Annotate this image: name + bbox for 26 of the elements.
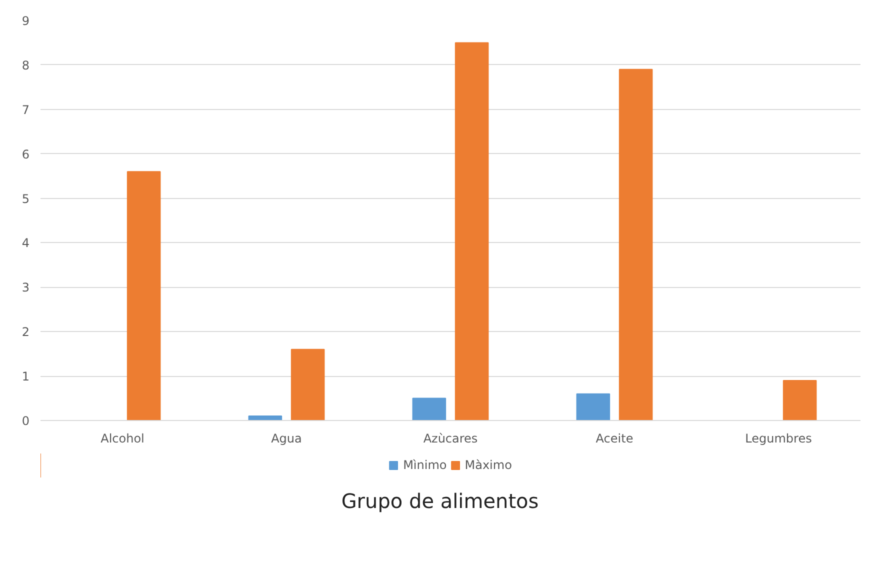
x-axis-title: Grupo de alimentos	[341, 488, 539, 515]
x-tick-label: Aceite	[596, 432, 634, 446]
y-tick-label: 9	[22, 14, 30, 28]
x-tick-label: Azùcares	[423, 432, 478, 446]
y-tick-label: 4	[22, 236, 30, 250]
y-tick-label: 2	[22, 325, 30, 340]
y-tick-label: 1	[22, 370, 30, 384]
bar	[782, 380, 817, 420]
y-tick-label: 7	[22, 102, 30, 117]
bar	[454, 42, 489, 420]
legend-label: Màximo	[464, 458, 512, 472]
bar	[126, 171, 161, 420]
x-tick-label: Agua	[271, 432, 302, 446]
legend-label: Mìnimo	[403, 458, 447, 472]
x-tick-label: Legumbres	[745, 432, 812, 446]
x-tick-label: Alcohol	[100, 432, 144, 446]
y-tick-label: 8	[22, 58, 30, 72]
bar	[576, 393, 610, 420]
bar	[412, 398, 446, 420]
bar	[290, 348, 325, 420]
y-tick-label: 3	[22, 280, 30, 295]
bar	[618, 68, 653, 420]
y-tick-label: 5	[22, 192, 30, 206]
y-tick-label: 6	[22, 147, 30, 162]
bar	[248, 416, 282, 420]
y-tick-label: 0	[22, 414, 30, 428]
